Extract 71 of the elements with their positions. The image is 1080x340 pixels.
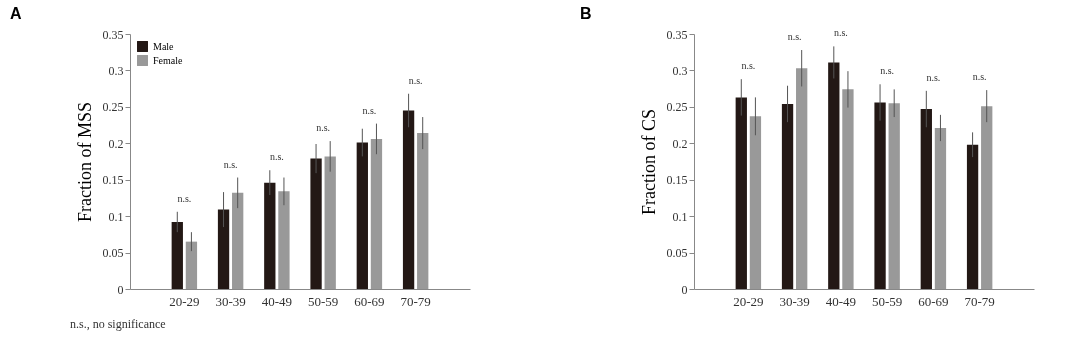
annotation: n.s. (177, 192, 192, 204)
y-tick-label: 0.35 (666, 27, 688, 42)
bar (888, 103, 900, 289)
bar (842, 89, 854, 289)
y-tick-label: 0.15 (666, 173, 688, 188)
x-tick-label: 40-49 (261, 293, 293, 309)
bar (310, 158, 322, 289)
chart-title: A (10, 5, 22, 22)
bar (828, 62, 840, 289)
bar (934, 127, 947, 289)
bar (417, 133, 429, 289)
x-tick-label: 60-69 (354, 293, 385, 309)
x-tick-label: 70-79 (964, 293, 995, 309)
annotation: n.s. (223, 158, 238, 170)
x-tick-label: 70-79 (400, 293, 431, 309)
annotation: n.s. (787, 31, 802, 43)
y-tick-label: 0.3 (108, 63, 124, 78)
x-tick-label: 30-39 (215, 293, 246, 309)
y-tick-label: 0 (681, 282, 688, 297)
annotation: n.s. (972, 71, 987, 83)
x-tick-label: 40-49 (825, 293, 857, 309)
x-tick-label: 20-29 (169, 293, 200, 309)
bar (781, 103, 794, 289)
y-tick-label: 0.05 (102, 246, 124, 261)
bar (264, 182, 276, 289)
annotation: n.s. (408, 74, 423, 86)
annotation: n.s. (362, 104, 377, 116)
y-tick-label: 0.25 (102, 100, 124, 115)
x-tick-label: 30-39 (779, 293, 810, 309)
bar (402, 110, 415, 289)
bar (874, 102, 886, 289)
y-tick-label: 0.25 (666, 100, 688, 115)
bar (981, 106, 993, 289)
annotation: n.s. (833, 27, 848, 39)
y-tick-label: 0.1 (672, 209, 688, 224)
bar (232, 192, 244, 289)
bar (796, 68, 808, 289)
annotation: n.s. (880, 65, 895, 77)
bar (278, 191, 290, 289)
bar (324, 156, 336, 289)
bar (356, 142, 368, 289)
chart-title: B (580, 5, 592, 22)
y-tick-label: 0.1 (108, 209, 124, 224)
legend-label: Female (153, 54, 183, 66)
y-tick-label: 0.15 (102, 173, 124, 188)
annotation: n.s. (926, 71, 941, 83)
y-tick-label: 0.05 (666, 246, 688, 261)
bar (370, 138, 383, 289)
y-tick-label: 0.2 (672, 136, 688, 151)
bar (735, 97, 747, 289)
y-tick-label: 0.2 (108, 136, 124, 151)
annotation: n.s. (269, 151, 284, 163)
bar (749, 116, 762, 289)
annotation: n.s. (316, 122, 331, 134)
bar (966, 144, 979, 289)
bar (171, 221, 183, 289)
x-tick-label: 50-59 (307, 293, 339, 309)
x-tick-label: 50-59 (871, 293, 903, 309)
annotation: n.s. (741, 60, 756, 72)
x-tick-label: 20-29 (733, 293, 764, 309)
y-tick-label: 0.3 (672, 63, 688, 78)
text: n.s., no significance (70, 317, 166, 331)
bar (185, 241, 198, 289)
y-tick-label: 0.35 (102, 27, 124, 42)
x-tick-label: 60-69 (918, 293, 949, 309)
y-tick-label: 0 (117, 282, 124, 297)
bar (920, 109, 932, 289)
y-axis-title: Fraction of CS (638, 109, 659, 215)
bar (217, 209, 230, 289)
y-axis-title: Fraction of MSS (74, 101, 95, 223)
legend-label: Male (153, 40, 175, 52)
